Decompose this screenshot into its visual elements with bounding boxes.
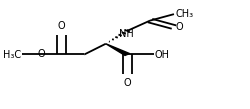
Text: CH₃: CH₃	[175, 9, 193, 19]
Text: O: O	[58, 21, 65, 31]
Text: O: O	[175, 22, 183, 32]
Text: O: O	[38, 49, 45, 59]
Text: OH: OH	[155, 49, 170, 60]
Polygon shape	[106, 44, 130, 55]
Text: NH: NH	[119, 29, 134, 39]
Text: O: O	[124, 78, 131, 88]
Text: H₃C: H₃C	[3, 49, 21, 60]
